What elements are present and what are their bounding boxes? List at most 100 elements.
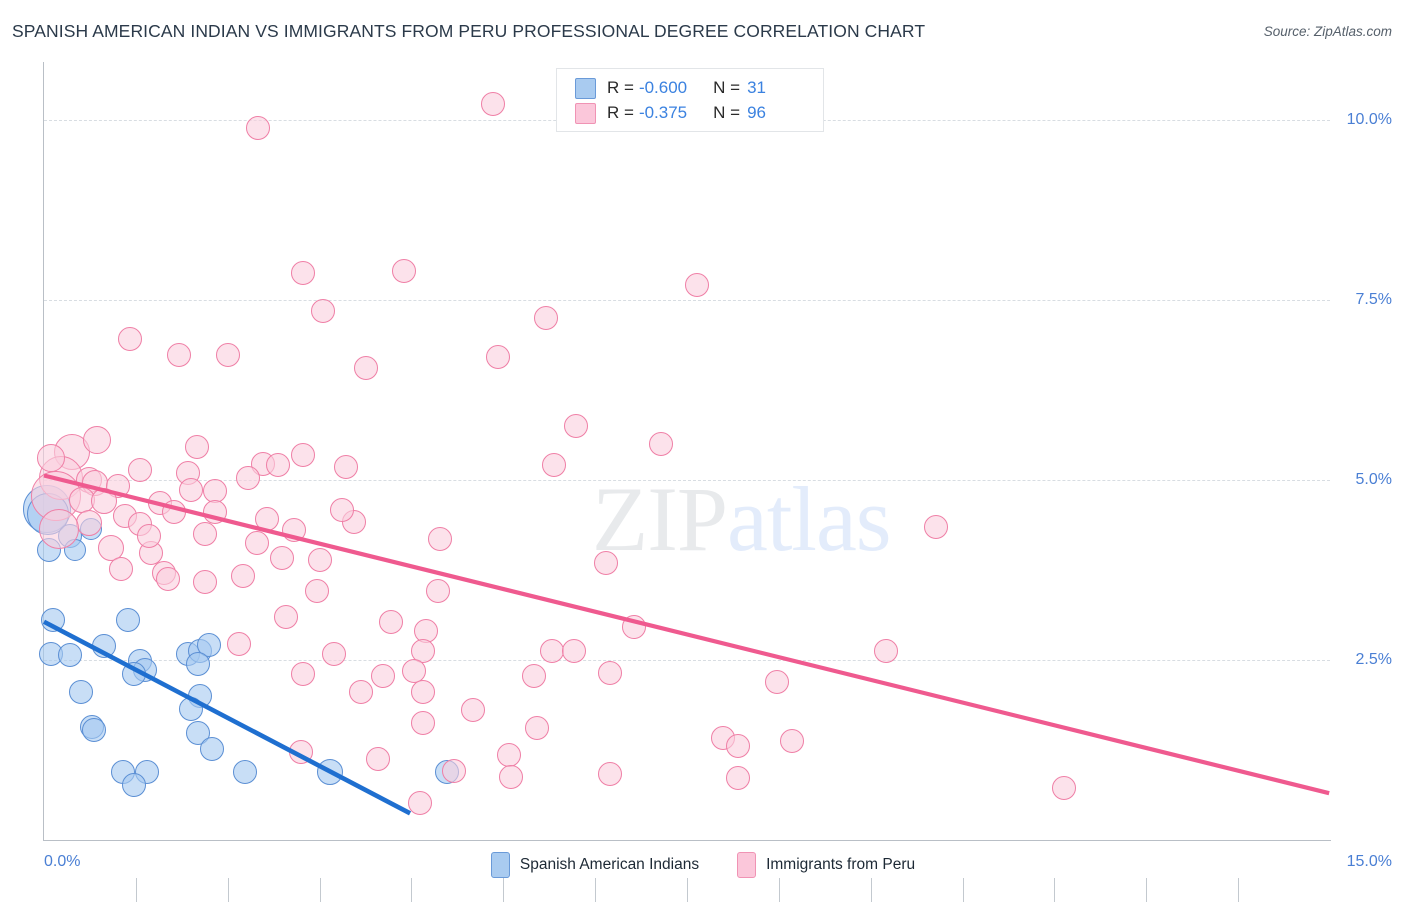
scatter-point: [563, 413, 588, 438]
scatter-point: [370, 663, 395, 688]
x-axis-tick: [870, 878, 872, 902]
scatter-point: [366, 747, 391, 772]
legend-label-blue: Spanish American Indians: [519, 856, 700, 873]
scatter-point: [410, 639, 435, 664]
scatter-point: [330, 498, 355, 523]
scatter-point: [481, 91, 506, 116]
x-axis-tick: [1054, 878, 1056, 902]
x-axis-line: [43, 840, 1331, 841]
x-axis-tick: [411, 878, 413, 902]
scatter-point: [270, 545, 295, 570]
scatter-point: [726, 766, 751, 791]
scatter-point: [193, 521, 218, 546]
scatter-point: [873, 639, 898, 664]
y-axis-tick-label: 7.5%: [1355, 290, 1392, 308]
scatter-point: [539, 639, 564, 664]
trendline: [42, 619, 412, 816]
x-axis-min-label: 0.0%: [44, 853, 81, 870]
scatter-point: [561, 639, 586, 664]
trendline: [43, 473, 1330, 796]
scatter-point: [116, 608, 141, 633]
scatter-point: [441, 758, 466, 783]
stats-n-label-blue: N =: [713, 78, 741, 97]
y-axis-tick-label: 2.5%: [1355, 650, 1392, 668]
x-axis-tick: [1238, 878, 1240, 902]
gridline: [44, 659, 1330, 661]
scatter-point: [156, 567, 181, 592]
scatter-point: [136, 524, 161, 548]
scatter-point: [179, 477, 204, 502]
legend-label-pink: Immigrants from Peru: [766, 856, 916, 873]
scatter-point: [542, 453, 567, 478]
gridline: [44, 479, 1330, 481]
scatter-point: [779, 728, 804, 753]
scatter-point: [533, 306, 558, 331]
scatter-point: [266, 453, 291, 478]
scatter-point: [246, 116, 271, 141]
scatter-point: [496, 742, 521, 767]
stats-n-value-pink: 96: [747, 103, 766, 122]
x-axis-tick: [319, 878, 321, 902]
stats-row-pink: R = -0.375 N = 96: [575, 100, 766, 126]
scatter-point: [593, 550, 618, 575]
scatter-point: [410, 679, 435, 704]
legend-item-spanish-american-indians[interactable]: Spanish American Indians: [490, 852, 700, 878]
x-axis-tick: [687, 878, 688, 902]
stats-r-value-blue: -0.600: [638, 78, 688, 97]
scatter-point: [117, 327, 142, 352]
scatter-point: [128, 457, 153, 482]
scatter-point: [36, 444, 65, 473]
scatter-point: [310, 298, 335, 323]
scatter-point: [349, 679, 374, 704]
x-axis-tick: [135, 878, 137, 902]
gridline: [44, 299, 1330, 301]
stats-swatch-pink: [575, 102, 596, 124]
scatter-point: [200, 736, 225, 761]
series-legend: Spanish American Indians Immigrants from…: [0, 850, 1406, 880]
scatter-point: [290, 662, 315, 687]
scatter-point: [39, 508, 80, 549]
page-title: SPANISH AMERICAN INDIAN VS IMMIGRANTS FR…: [12, 21, 926, 41]
scatter-point: [290, 261, 315, 286]
scatter-point: [57, 642, 82, 667]
scatter-point: [167, 343, 192, 368]
scatter-point: [68, 680, 93, 705]
scatter-point: [290, 442, 315, 467]
x-axis-tick: [227, 878, 229, 902]
x-axis-tick: [778, 878, 780, 902]
trendlines: [42, 473, 1330, 816]
stats-row-blue: R = -0.600 N = 31: [575, 75, 766, 101]
legend-item-immigrants-from-peru[interactable]: Immigrants from Peru: [737, 852, 915, 878]
scatter-point: [75, 510, 102, 537]
scatter-point: [184, 435, 209, 460]
x-axis-tick: [595, 878, 597, 902]
legend-swatch-pink: [737, 852, 757, 878]
scatter-point: [321, 642, 346, 667]
scatter-point: [232, 759, 257, 784]
scatter-point: [649, 431, 674, 456]
scatter-point: [765, 669, 790, 694]
scatter-point: [597, 761, 622, 786]
scatter-point: [333, 454, 358, 479]
source-label: Source: ZipAtlas.com: [1263, 24, 1392, 39]
scatter-point: [216, 343, 241, 368]
scatter-point: [193, 570, 218, 595]
y-axis-tick-label: 10.0%: [1346, 110, 1392, 128]
scatter-point: [410, 711, 435, 736]
scatter-point: [428, 526, 453, 551]
scatter-point: [597, 660, 622, 685]
scatter-point: [426, 579, 451, 604]
scatter-point: [81, 717, 106, 742]
scatter-point: [685, 273, 710, 298]
y-axis-tick-label: 5.0%: [1355, 470, 1392, 488]
scatter-point: [203, 478, 228, 503]
scatter-point: [524, 715, 549, 740]
scatter-point: [392, 258, 417, 283]
x-axis-tick: [962, 878, 964, 902]
scatter-point: [186, 651, 211, 676]
scatter-point: [227, 632, 252, 657]
scatter-point: [273, 604, 298, 629]
scatter-point: [254, 506, 279, 531]
scatter-point: [109, 557, 134, 582]
